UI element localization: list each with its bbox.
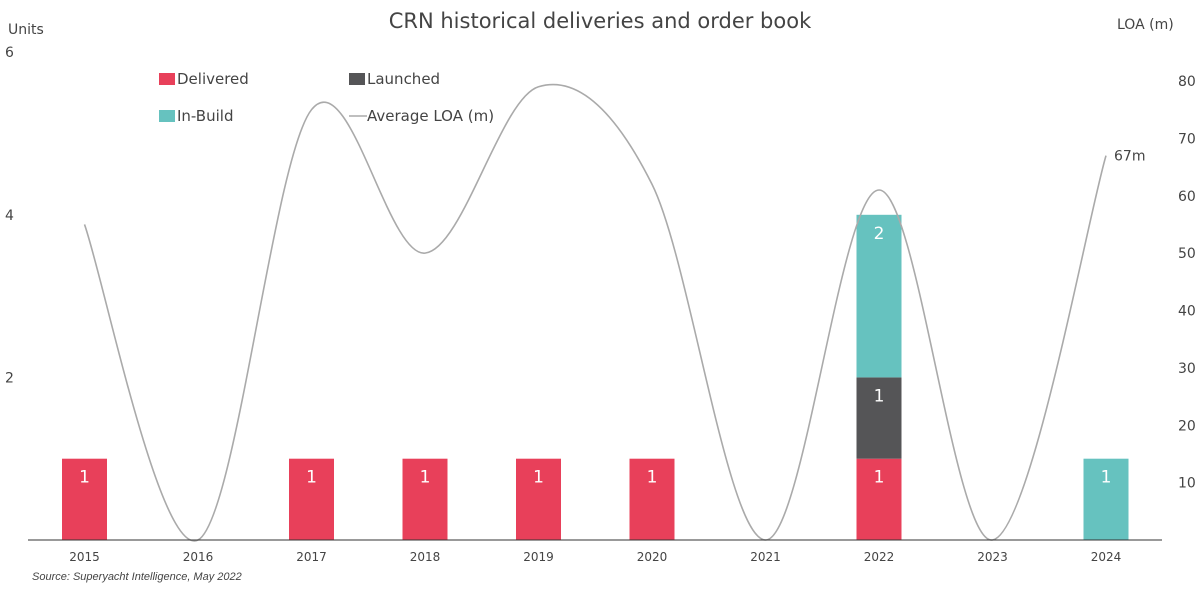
legend-label: In-Build [177,107,233,125]
x-axis-ticks: 2015 2016 2017 2018 2019 2020 2021 2022 2023 2024 [69,550,1121,564]
y-tick-right: 60 [1178,189,1196,205]
bar-value-label: 1 [874,386,885,406]
bar-value-label: 1 [647,468,658,488]
y-tick-left: 2 [5,370,14,386]
bar-value-label: 1 [533,468,544,488]
line-layer: 67m [83,83,1145,542]
legend: Delivered Launched In-Build Average LOA (m) [159,70,494,125]
line-end-annotation: 67m [1114,149,1145,165]
legend-swatch [159,73,175,85]
x-tick-label: 2018 [410,550,441,564]
bar-segment [629,458,675,540]
bar-value-label: 1 [306,468,317,488]
chart-title: CRN historical deliveries and order book [389,9,812,33]
bar-value-label: 1 [79,468,90,488]
bar-segment [1083,458,1129,540]
legend-swatch [349,73,365,85]
bar-segment [856,458,902,540]
x-tick-label: 2024 [1091,550,1122,564]
x-tick-label: 2023 [977,550,1008,564]
y-tick-right: 20 [1178,418,1196,434]
bar-segment [856,214,902,378]
x-tick-label: 2022 [864,550,895,564]
legend-swatch [159,110,175,122]
legend-label: Average LOA (m) [367,107,494,125]
x-tick-label: 2017 [296,550,327,564]
bar-value-label: 1 [420,468,431,488]
bar-segment [402,458,448,540]
bar-segment [289,458,334,540]
source-note: Source: Superyacht Intelligence, May 202… [32,571,242,583]
y-tick-right: 30 [1178,361,1196,377]
bar-segment [516,458,561,540]
bar-value-label: 1 [1101,468,1112,488]
average-loa-line [83,83,1107,542]
y-axis-right-label: LOA (m) [1117,17,1174,33]
y-tick-right: 70 [1178,131,1196,147]
bar-value-label: 2 [874,224,885,244]
y-tick-right: 80 [1178,74,1196,90]
bar-segment [856,377,902,459]
legend-label: Launched [367,70,440,88]
y-axis-left-ticks: 2 4 6 [5,45,14,386]
x-tick-label: 2021 [750,550,781,564]
x-tick-label: 2016 [183,550,214,564]
bars: 1 1 1 1 1 1 1 2 1 [62,214,1129,540]
x-tick-label: 2019 [523,550,554,564]
y-tick-left: 4 [5,208,14,224]
y-axis-right-ticks: 10 20 30 40 50 60 70 80 [1178,74,1196,492]
y-axis-left-label: Units [8,22,44,38]
legend-label: Delivered [177,70,249,88]
y-tick-right: 50 [1178,246,1196,262]
y-tick-left: 6 [5,45,14,61]
y-tick-right: 10 [1178,476,1196,492]
x-tick-label: 2015 [69,550,100,564]
bar-segment [62,458,107,540]
x-tick-label: 2020 [637,550,668,564]
bar-value-label: 1 [874,468,885,488]
y-tick-right: 40 [1178,304,1196,320]
